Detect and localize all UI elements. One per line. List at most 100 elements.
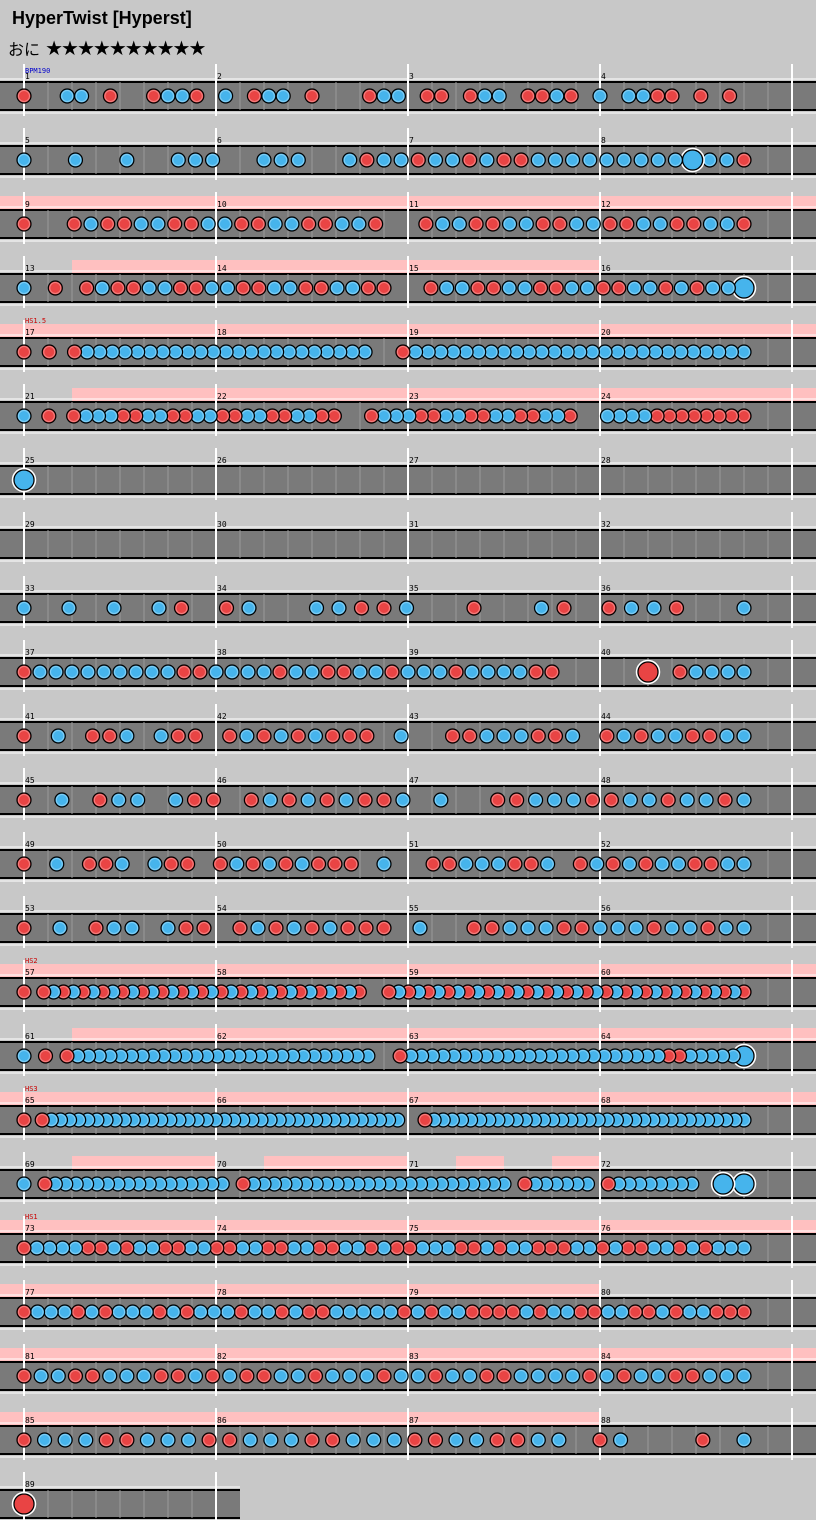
don-note — [547, 728, 564, 744]
don-note — [510, 1432, 526, 1448]
note-rim — [648, 922, 660, 934]
note-rim — [11, 467, 37, 493]
ka-note — [139, 1432, 156, 1448]
measure-number: 61 — [25, 1032, 35, 1041]
note-rim — [162, 90, 174, 102]
note-rim — [114, 666, 126, 678]
ka-note — [635, 216, 652, 232]
note-rim — [722, 282, 735, 294]
ka-note — [414, 1240, 431, 1256]
don-note — [233, 1304, 249, 1320]
don-note — [97, 1304, 114, 1320]
note-rim — [343, 730, 356, 742]
note-rim — [515, 1370, 528, 1382]
ka-note — [352, 664, 368, 680]
note-rim — [18, 922, 30, 934]
note-rim — [172, 1370, 185, 1382]
ka-note — [241, 600, 257, 616]
note-rim — [338, 666, 350, 678]
note-rim — [104, 90, 117, 102]
don-note — [684, 728, 701, 744]
don-note — [363, 408, 380, 424]
ka-note — [200, 216, 216, 232]
ka-note — [621, 856, 638, 872]
don-note — [59, 1048, 75, 1064]
ka-note — [600, 1304, 616, 1320]
ka-note — [530, 152, 546, 168]
notes — [16, 344, 752, 360]
don-note — [496, 1368, 512, 1384]
ka-note — [273, 1368, 289, 1384]
don-note — [532, 280, 549, 296]
ka-note — [599, 408, 616, 424]
don-note — [736, 152, 752, 168]
notes — [16, 147, 752, 173]
ka-note — [599, 152, 615, 168]
don-note — [336, 664, 352, 680]
note-rim — [394, 1050, 407, 1062]
note-rim — [289, 1306, 302, 1318]
don-note — [281, 792, 297, 808]
don-note — [552, 216, 568, 232]
chart-row: 89 — [0, 1472, 240, 1520]
note-rim — [38, 1178, 51, 1190]
don-note — [342, 728, 358, 744]
note-rim — [453, 218, 466, 230]
ka-note — [193, 1304, 209, 1320]
ka-note — [240, 664, 256, 680]
measure-number: 58 — [217, 968, 227, 977]
ka-note — [328, 1304, 345, 1320]
don-note — [304, 920, 320, 936]
measure-number: 87 — [409, 1416, 419, 1425]
note-rim — [362, 282, 375, 294]
don-note — [359, 152, 375, 168]
don-note — [658, 280, 674, 296]
ka-note — [307, 728, 324, 744]
ka-note — [54, 1240, 71, 1256]
don-note — [16, 88, 32, 104]
note-rim — [738, 730, 750, 742]
note-rim — [153, 602, 165, 614]
measure-number: 71 — [409, 1160, 419, 1169]
ka-note — [283, 1432, 300, 1448]
don-note — [507, 856, 523, 872]
note-rim — [155, 1370, 168, 1382]
ka-note — [290, 152, 306, 168]
don-note — [535, 216, 551, 232]
note-rim — [99, 858, 112, 870]
note-rim — [221, 1306, 234, 1318]
note-rim — [395, 154, 408, 166]
note-rim — [258, 154, 270, 166]
don-note — [602, 216, 618, 232]
note-rim — [456, 282, 469, 294]
ka-note — [538, 920, 554, 936]
ka-note — [16, 600, 32, 616]
chart-row: 45 46 47 48 — [0, 768, 816, 820]
ka-note — [546, 1304, 562, 1320]
note-rim — [288, 922, 300, 934]
don-note — [66, 344, 83, 360]
don-note — [116, 216, 133, 232]
ka-note — [219, 280, 236, 296]
don-note — [532, 1304, 548, 1320]
note-rim — [158, 282, 171, 294]
note-rim — [52, 730, 65, 742]
don-note — [376, 920, 392, 936]
note-rim — [140, 1306, 153, 1318]
ka-note — [710, 1240, 726, 1256]
ka-note — [736, 728, 752, 744]
ka-note — [698, 344, 714, 360]
note-rim — [424, 282, 437, 294]
ka-note — [269, 344, 285, 360]
note-rim — [103, 730, 116, 742]
ka-note — [345, 280, 361, 296]
note-rim — [345, 858, 358, 870]
don-note — [611, 280, 627, 296]
note-rim — [85, 1306, 98, 1318]
note-rim — [45, 1306, 58, 1318]
don-note — [572, 856, 588, 872]
ka-note — [521, 344, 537, 360]
ka-note — [468, 1432, 485, 1448]
note-rim — [624, 794, 637, 806]
note-rim — [111, 282, 124, 294]
